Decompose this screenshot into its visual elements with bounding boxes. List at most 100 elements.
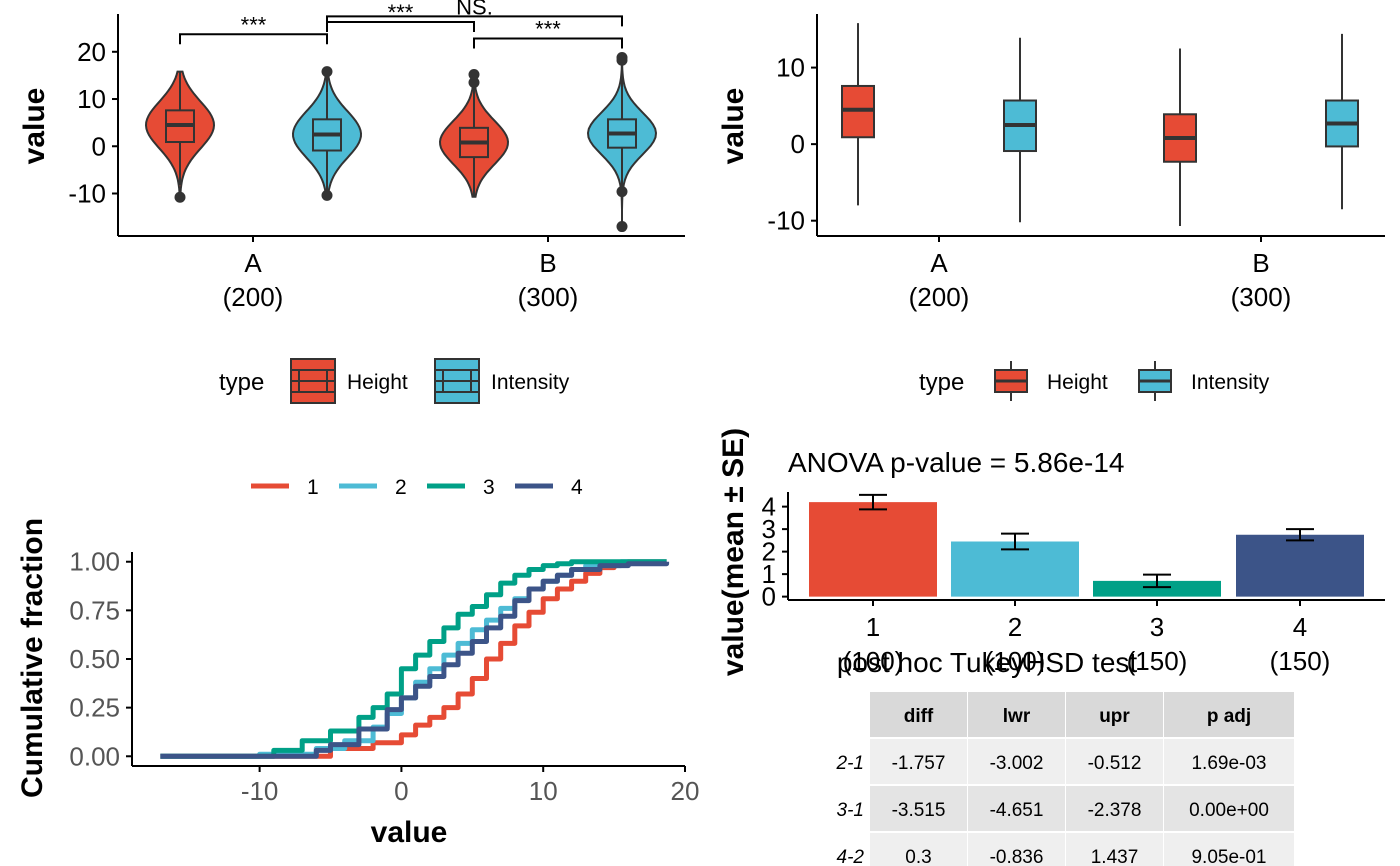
violin-outlier-point <box>616 186 628 198</box>
posthoc-cell-value: -0.512 <box>1088 753 1142 774</box>
posthoc-row-label: 2-1 <box>836 753 864 774</box>
anova-x-count-label: (150) <box>1270 646 1331 676</box>
violin-y-tick-label: 10 <box>77 84 106 114</box>
boxplot-y-tick-label: 10 <box>776 53 805 83</box>
violin-legend-label: Intensity <box>491 371 570 394</box>
posthoc-header-label: diff <box>904 706 934 727</box>
boxplot-x-count-label: (200) <box>909 282 970 312</box>
violin-outlier-point <box>321 189 333 201</box>
ecdf-y-tick-label: 0.50 <box>69 644 120 674</box>
ecdf-series-line <box>160 559 667 759</box>
ecdf-lines <box>160 559 670 759</box>
posthoc-cell <box>968 833 1065 866</box>
posthoc-cell-value: 1.437 <box>1091 847 1139 866</box>
ecdf-axes: 1.00 0.75 0.50 0.25 0.00 -10 0 10 20 <box>69 547 699 806</box>
violin-outlier-point <box>174 191 186 203</box>
boxplot-x-tick-label: B <box>1252 248 1269 278</box>
posthoc-header-cell <box>968 692 1065 737</box>
ecdf-y-axis-label: Cumulative fraction <box>16 518 49 798</box>
posthoc-header-label: p adj <box>1207 706 1251 727</box>
violin-y-tick-label: 20 <box>77 37 106 67</box>
posthoc-cell-value: 0.3 <box>905 847 931 866</box>
boxplot-y-tick-label: -10 <box>767 206 805 236</box>
ecdf-x-tick-label: 10 <box>529 776 558 806</box>
significance-label: *** <box>241 12 267 37</box>
violin-legend: type Height Intensity <box>219 358 570 404</box>
violin-x-tick-label: B <box>539 248 556 278</box>
ecdf-legend-label: 1 <box>307 476 319 499</box>
anova-panel: diff lwr upr p adj 2-1 -1.757 -3.002 -0.512 1.69… <box>717 428 1385 866</box>
posthoc-cell-value: 1.69e-03 <box>1191 753 1266 774</box>
anova-y-tick-label: 1 <box>762 559 776 589</box>
anova-x-tick-label: 1 <box>866 612 880 642</box>
significance-label: *** <box>388 0 414 25</box>
posthoc-header-cell <box>870 692 967 737</box>
boxplot-legend: type Height Intensity <box>919 361 1270 401</box>
ecdf-x-tick-label: 0 <box>394 776 408 806</box>
significance-bracket <box>473 37 623 49</box>
significance-label: NS. <box>456 0 493 19</box>
violin-y-tick-label: 0 <box>92 131 106 161</box>
ecdf-legend: 1 2 3 4 <box>251 476 583 499</box>
violin-y-axis-label: value <box>18 88 51 165</box>
posthoc-row-label: 3-1 <box>837 800 864 821</box>
posthoc-cell-value: -0.836 <box>990 847 1044 866</box>
boxplot-panel: 10 0 -10 A (200) B (300) value type Height Inten… <box>717 14 1385 401</box>
posthoc-title: post hoc TukeyHSD test <box>837 647 1138 678</box>
violin-legend-label: Height <box>347 371 408 394</box>
posthoc-cell <box>968 739 1065 784</box>
ecdf-y-tick-label: 0.75 <box>69 595 120 625</box>
posthoc-table: diff lwr upr p adj 2-1 -1.757 -3.002 -0.512 1.69… <box>836 692 1294 866</box>
posthoc-cell <box>870 833 967 866</box>
significance-bracket <box>179 33 328 45</box>
posthoc-header-label: lwr <box>1003 706 1031 727</box>
violin-axes: 20 10 0 -10 A (200) B (300) <box>68 14 685 312</box>
ecdf-x-tick-label: 20 <box>671 776 700 806</box>
anova-y-tick-label: 3 <box>762 514 776 544</box>
ecdf-series-line <box>160 561 670 759</box>
anova-x-count-label: (100) <box>985 646 1046 676</box>
violin-legend-title: type <box>219 369 264 396</box>
anova-x-count-label: (150) <box>1127 646 1188 676</box>
posthoc-cell-value: -3.515 <box>892 800 946 821</box>
significance-brackets: *** *** NS. *** <box>179 0 623 49</box>
boxplot-x-count-label: (300) <box>1231 282 1292 312</box>
posthoc-cell <box>1066 833 1163 866</box>
violin-outlier-point <box>616 51 628 63</box>
posthoc-cell <box>1066 739 1163 784</box>
boxplot-marks <box>841 23 1359 227</box>
violin-x-count-label: (300) <box>518 282 579 312</box>
posthoc-cell <box>968 786 1065 831</box>
ecdf-x-axis-label: value <box>371 816 448 849</box>
ecdf-legend-label: 4 <box>571 476 583 499</box>
posthoc-header-label: upr <box>1099 706 1130 727</box>
violin-marks <box>144 51 658 233</box>
ecdf-legend-label: 2 <box>395 476 407 499</box>
anova-y-axis-label: value(mean ± SE) <box>717 428 750 676</box>
violin-outlier-point <box>321 66 333 78</box>
posthoc-header-cell <box>1164 692 1294 737</box>
anova-bar <box>1093 580 1221 597</box>
violin-outlier-point <box>468 68 480 80</box>
boxplot-legend-label: Height <box>1047 371 1108 394</box>
posthoc-cell <box>1164 739 1294 784</box>
posthoc-cell <box>870 786 967 831</box>
ecdf-series-line <box>160 559 667 759</box>
anova-y-tick-label: 0 <box>762 582 776 612</box>
ecdf-y-tick-label: 0.25 <box>69 693 120 723</box>
posthoc-cell-value: -3.002 <box>990 753 1044 774</box>
ecdf-y-tick-label: 1.00 <box>69 547 120 577</box>
posthoc-cell <box>1066 786 1163 831</box>
boxplot-legend-label: Intensity <box>1191 371 1270 394</box>
significance-label: *** <box>535 17 561 42</box>
anova-bars <box>809 493 1364 597</box>
ecdf-x-tick-label: -10 <box>241 776 279 806</box>
significance-bracket <box>326 21 475 33</box>
posthoc-header-cell <box>1066 692 1163 737</box>
posthoc-cell-value: -4.651 <box>990 800 1044 821</box>
posthoc-cell-value: -2.378 <box>1088 800 1142 821</box>
violin-x-count-label: (200) <box>223 282 284 312</box>
